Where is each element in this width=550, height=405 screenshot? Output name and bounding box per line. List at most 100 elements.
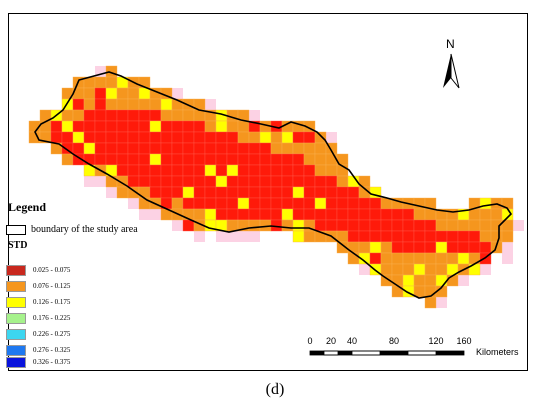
grid-cell [424,263,437,276]
class-label: 0.226 - 0.275 [33,330,71,338]
legend-class-row: 0.276 - 0.325 [6,344,70,356]
grid-cell [314,131,327,144]
grid-cell [270,153,283,166]
grid-cell [237,186,250,199]
grid-cell [402,208,415,221]
grid-cell [160,131,173,144]
grid-cell [127,131,140,144]
grid-cell [303,186,316,199]
grid-cell [138,175,151,188]
grid-cell [94,109,107,122]
halo-cell [95,176,106,187]
halo-cell [150,209,161,220]
grid-cell [292,131,305,144]
grid-cell [215,175,228,188]
grid-cell [314,197,327,210]
grid-cell [259,142,272,155]
grid-cell [281,197,294,210]
grid-cell [468,208,481,221]
grid-cell [248,175,261,188]
grid-cell [149,98,162,111]
grid-cell [369,241,382,254]
class-label: 0.326 - 0.375 [33,358,71,366]
grid-cell [83,109,96,122]
grid-cell [83,153,96,166]
grid-cell [435,274,448,287]
grid-cell [347,208,360,221]
grid-cell [336,230,349,243]
grid-cell [105,142,118,155]
grid-cell [325,208,338,221]
grid-cell [391,230,404,243]
legend-class-row: 0.176 - 0.225 [6,312,70,324]
halo-cell [436,297,447,308]
halo-cell [128,198,139,209]
grid-cell [116,120,129,133]
class-label: 0.076 - 0.125 [33,282,71,290]
grid-cell [424,230,437,243]
grid-cell [226,186,239,199]
grid-cell [237,175,250,188]
grid-cell [259,208,272,221]
grid-cell [116,142,129,155]
grid-cell [501,230,514,243]
grid-cell [248,186,261,199]
grid-cell [314,142,327,155]
grid-cell [160,98,173,111]
class-label: 0.025 - 0.075 [33,266,71,274]
grid-cell [226,219,239,232]
grid-cell [171,142,184,155]
grid-cell [160,175,173,188]
halo-cell [106,187,117,198]
legend-class-row: 0.025 - 0.075 [6,264,70,276]
grid-cell [435,219,448,232]
grid-cell [193,109,206,122]
grid-cell [160,164,173,177]
grid-cell [413,274,426,287]
grid-cell [325,197,338,210]
grid-cell [215,142,228,155]
grid-cell [204,186,217,199]
grid-cell [94,142,107,155]
grid-cell [215,120,228,133]
scale-tick-label: 40 [346,336,358,346]
halo-cell [502,242,513,253]
grid-cell [270,164,283,177]
grid-cell [402,219,415,232]
grid-cell [325,186,338,199]
grid-cell [127,142,140,155]
grid-cell [369,252,382,265]
grid-cell [138,164,151,177]
grid-cell [215,164,228,177]
grid-cell [259,153,272,166]
grid-cell [369,230,382,243]
grid-cell [149,120,162,133]
grid-cell [171,197,184,210]
grid-cell [149,186,162,199]
grid-cell [270,186,283,199]
grid-cell [237,131,250,144]
grid-cell [138,142,151,155]
grid-cell [479,230,492,243]
grid-cell [160,153,173,166]
class-swatch [6,312,26,324]
grid-cell [259,131,272,144]
grid-cell [435,230,448,243]
grid-cell [171,120,184,133]
grid-cell [336,208,349,221]
grid-cell [446,252,459,265]
grid-cell [171,164,184,177]
grid-cell [61,131,74,144]
grid-cell [171,153,184,166]
grid-cell [391,263,404,276]
grid-cell [182,120,195,133]
grid-cell [204,208,217,221]
grid-cell [358,230,371,243]
grid-cell [270,175,283,188]
halo-cell [84,176,95,187]
grid-cell [413,230,426,243]
grid-cell [193,208,206,221]
halo-cell [194,231,205,242]
grid-cell [446,230,459,243]
halo-cell [172,220,183,231]
